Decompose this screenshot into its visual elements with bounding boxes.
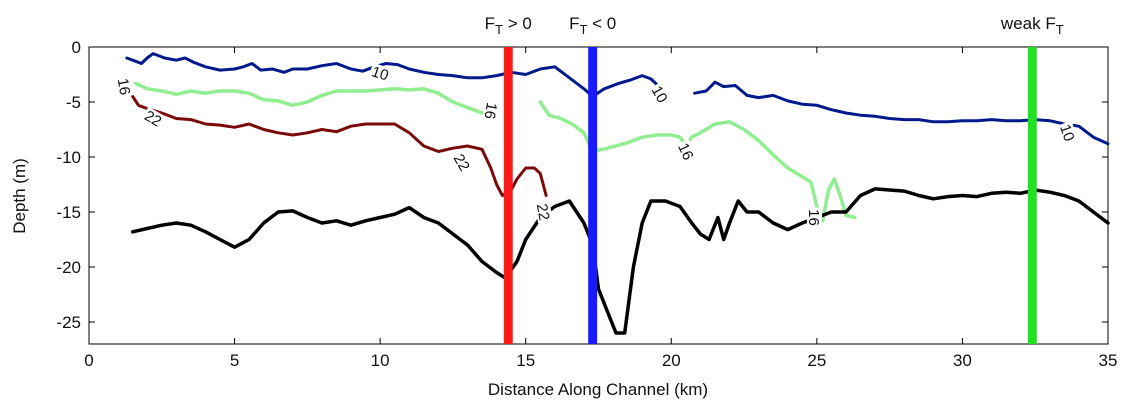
contour-label-bg	[115, 75, 134, 98]
contour-label-bg	[675, 139, 698, 164]
y-axis-label: Depth (m)	[10, 158, 29, 234]
x-tick-label: 0	[84, 351, 93, 370]
contour-label: 10	[648, 83, 671, 106]
ft-pos-label: FT > 0	[485, 14, 532, 37]
y-tick-label: -25	[56, 313, 81, 332]
x-tick-label: 10	[371, 351, 390, 370]
isoline-16-line	[133, 81, 484, 115]
x-tick-label: 5	[230, 351, 239, 370]
y-tick-label: -5	[66, 93, 81, 112]
y-tick-label: -15	[56, 203, 81, 222]
x-tick-label: 30	[953, 351, 972, 370]
y-tick-label: 0	[72, 38, 81, 57]
contour-label: 10	[1056, 122, 1078, 143]
x-axis-label: Distance Along Channel (km)	[488, 380, 708, 399]
contour-label: 10	[369, 63, 390, 84]
x-tick-label: 20	[662, 351, 681, 370]
x-tick-label: 15	[516, 351, 535, 370]
isoline-10-line	[125, 52, 659, 98]
ft-weak-marker	[1027, 47, 1037, 344]
contour-label-bg	[482, 99, 501, 123]
contour-label-bg	[648, 81, 672, 107]
ft-pos-marker	[503, 47, 513, 344]
contour-label: 16	[480, 101, 500, 120]
ft-neg-marker	[588, 47, 598, 344]
contour-label: 16	[114, 77, 134, 96]
contour-label: 16	[805, 209, 822, 226]
contour-label-bg	[1057, 120, 1079, 145]
y-tick-label: -20	[56, 258, 81, 277]
contour-label-bg	[806, 207, 822, 228]
contour-label-bg	[368, 62, 393, 84]
bottom-line	[130, 187, 1110, 335]
vertical-lines-layer: FT > 0 FT < 0 weak FT	[485, 14, 1064, 344]
contour-label-bg	[450, 149, 474, 175]
contour-label: 22	[450, 151, 473, 174]
contour-label: 22	[141, 107, 164, 130]
x-tick-label: 25	[807, 351, 826, 370]
ft-neg-label: FT < 0	[569, 14, 616, 37]
x-tick-label: 35	[1099, 351, 1118, 370]
contour-label: 22	[533, 202, 553, 221]
y-axis: 0 -5 -10 -15 -20 -25	[56, 38, 1108, 332]
contour-label: 16	[674, 141, 696, 163]
y-tick-label: -10	[56, 148, 81, 167]
x-axis: 0 5 10 15 20 25 30 35	[84, 47, 1117, 370]
contour-labels-layer: 10 10 10 16 16 16 16 22 22 22	[114, 62, 1079, 228]
ft-weak-label: weak FT	[1000, 14, 1064, 37]
contour-label-bg	[140, 106, 166, 130]
contour-label-bg	[534, 200, 553, 224]
